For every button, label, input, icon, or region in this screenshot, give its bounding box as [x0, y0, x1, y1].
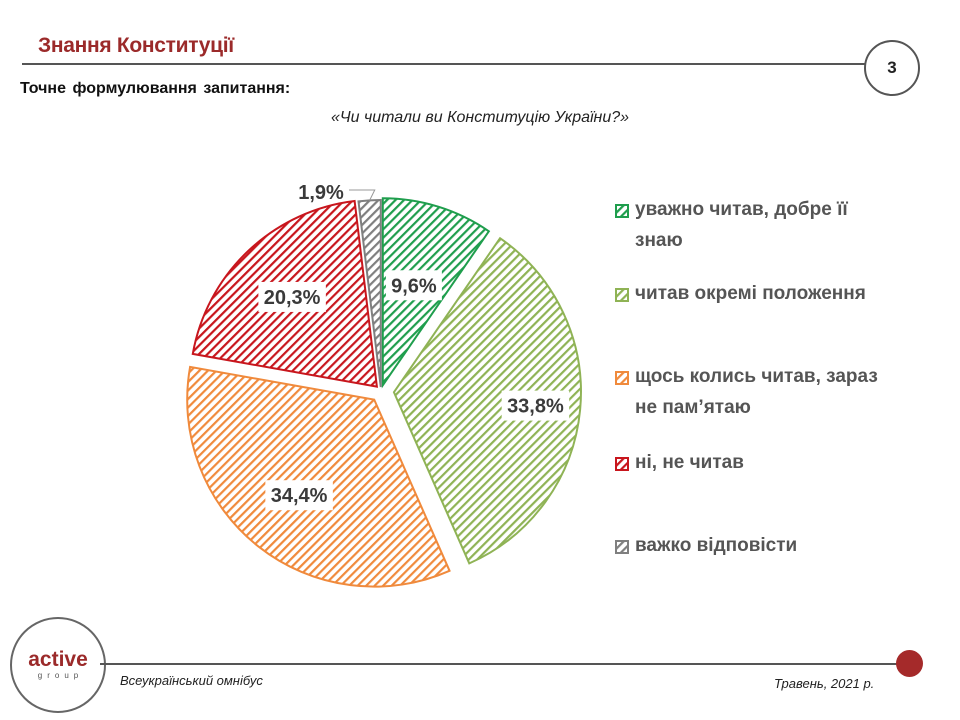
question-label: Точне формулювання запитання: — [20, 80, 291, 97]
data-label: 33,8% — [507, 396, 564, 418]
legend-label: ні, не читав — [635, 452, 744, 473]
pie-slice — [392, 236, 582, 565]
survey-date: Травень, 2021 р. — [774, 676, 875, 691]
legend-item: уважно читав, добре її знаю — [615, 199, 895, 256]
logo-subtitle: group — [37, 671, 84, 680]
footer-divider — [100, 663, 900, 665]
page-number: 3 — [887, 58, 897, 77]
header-divider — [22, 63, 868, 65]
data-label: 34,4% — [271, 485, 328, 507]
pie-slice — [186, 365, 451, 588]
legend-swatch — [615, 204, 629, 218]
logo-word: active — [28, 648, 88, 671]
leader-line — [349, 189, 376, 201]
data-label-bg — [501, 390, 570, 421]
legend-label: читав окремі положення — [635, 283, 866, 304]
data-label: 9,6% — [391, 275, 437, 297]
legend-item: щось колись читав, зараз не пам’ятаю — [615, 366, 895, 423]
page-number-badge: 3 — [864, 40, 920, 96]
data-label-bg — [385, 270, 442, 301]
data-label-bg — [265, 480, 333, 511]
question-text: «Чи читали ви Конституцію України?» — [330, 109, 630, 126]
data-label-bg — [258, 281, 326, 312]
legend-item: важко відповісти — [615, 535, 895, 561]
legend-swatch — [615, 288, 629, 302]
legend-item: читав окремі положення — [615, 283, 895, 309]
data-label: 20,3% — [264, 287, 321, 309]
active-group-logo: active group — [10, 617, 106, 713]
data-label: 1,9% — [298, 182, 344, 204]
legend-label: важко відповісти — [635, 535, 798, 556]
legend-swatch — [615, 540, 629, 554]
survey-name: Всеукраїнський омнібус — [120, 673, 263, 688]
footer-dot-icon — [896, 650, 923, 677]
legend-swatch — [615, 371, 629, 385]
page-title: Знання Конституції — [38, 34, 234, 57]
pie-slice — [357, 199, 382, 388]
legend-label: уважно читав, добре її знаю — [635, 199, 848, 251]
legend-swatch — [615, 457, 629, 471]
legend-label: щось колись читав, зараз не пам’ятаю — [635, 366, 878, 418]
legend-item: ні, не читав — [615, 452, 895, 478]
